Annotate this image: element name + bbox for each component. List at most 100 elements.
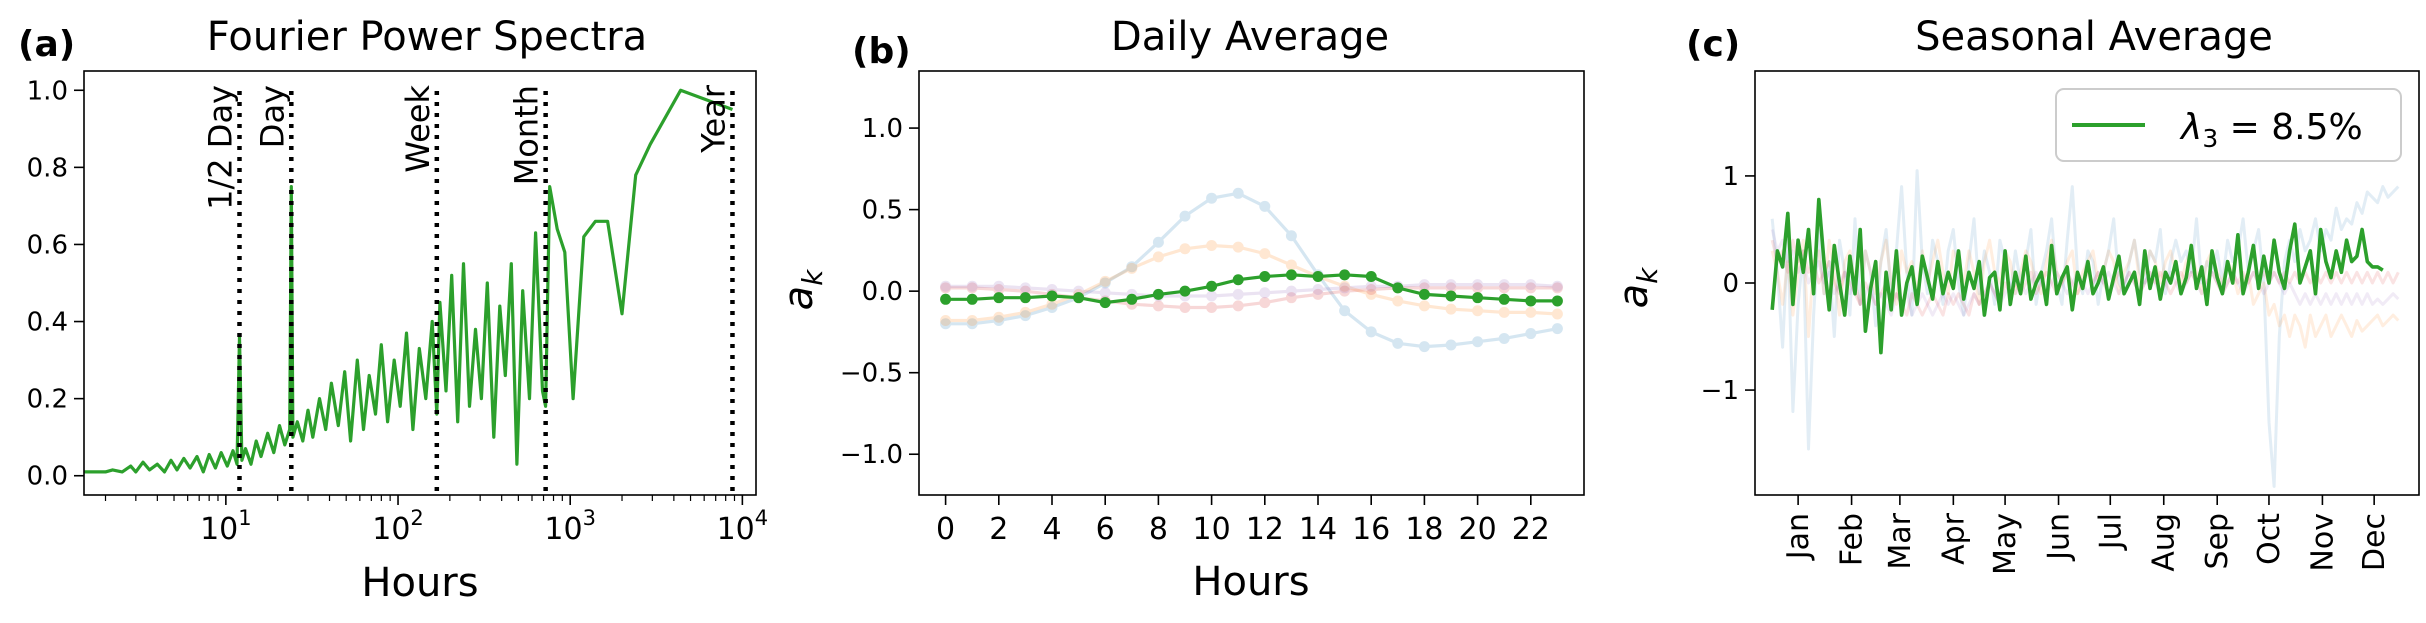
- daily-series-1: [940, 239, 1563, 327]
- daily-point-1-17: [1392, 295, 1404, 307]
- daily-point-4-3: [1019, 292, 1031, 304]
- daily-point-1-11: [1232, 241, 1244, 253]
- daily-point-4-13: [1285, 269, 1297, 281]
- daily-point-1-3: [1019, 306, 1031, 318]
- x-tick-label-2: 103: [544, 506, 596, 547]
- daily-point-4-1: [966, 293, 978, 305]
- daily-point-4-11: [1232, 274, 1244, 286]
- y-tick-label-5: 1.0: [27, 76, 68, 106]
- daily-point-0-3: [1019, 310, 1031, 322]
- daily-point-0-23: [1551, 323, 1563, 335]
- daily-point-2-14: [1312, 288, 1324, 300]
- y-tick-label-4: 1.0: [862, 114, 903, 144]
- x-tick-label-9: Oct: [2252, 513, 2287, 565]
- daily-point-4-6: [1099, 297, 1111, 309]
- panel-c-title: Seasonal Average: [1915, 14, 2273, 60]
- daily-point-1-1: [966, 315, 978, 327]
- panel-c-legend: λ3 = 8.5%: [2055, 88, 2402, 162]
- x-tick-label-3: 6: [1096, 512, 1115, 547]
- daily-point-1-0: [940, 315, 952, 327]
- x-tick-label-1: 102: [372, 506, 424, 547]
- y-tick-label-0: 0.0: [27, 462, 68, 492]
- daily-point-4-0: [940, 293, 952, 305]
- daily-point-3-19: [1445, 279, 1457, 291]
- daily-point-3-1: [966, 280, 978, 292]
- panel-a-xlabel: Hours: [361, 560, 478, 606]
- panel-a-title: Fourier Power Spectra: [207, 14, 647, 60]
- x-tick-label-0: 101: [200, 506, 252, 547]
- x-tick-label-11: Dec: [2357, 513, 2392, 571]
- daily-point-4-8: [1152, 288, 1164, 300]
- x-tick-label-8: 16: [1352, 512, 1390, 547]
- x-tick-label-7: 14: [1299, 512, 1337, 547]
- x-tick-label-10: Nov: [2305, 513, 2340, 572]
- daily-point-1-8: [1152, 251, 1164, 263]
- daily-point-0-18: [1418, 341, 1430, 353]
- x-tick-label-0: 0: [936, 512, 955, 547]
- daily-point-1-2: [993, 311, 1005, 323]
- daily-point-2-15: [1339, 285, 1351, 297]
- daily-point-4-21: [1498, 293, 1510, 305]
- daily-point-3-18: [1418, 279, 1430, 291]
- daily-point-3-20: [1472, 279, 1484, 291]
- daily-point-2-11: [1232, 300, 1244, 312]
- daily-point-0-6: [1099, 277, 1111, 289]
- x-tick-label-7: Aug: [2147, 513, 2182, 572]
- daily-point-2-8: [1152, 300, 1164, 312]
- daily-point-1-15: [1339, 280, 1351, 292]
- daily-point-2-12: [1259, 297, 1271, 309]
- panel-b-xlabel: Hours: [1192, 559, 1309, 605]
- daily-point-3-16: [1365, 280, 1377, 292]
- daily-point-4-19: [1445, 290, 1457, 302]
- daily-point-0-13: [1285, 230, 1297, 242]
- daily-line-0: [945, 191, 1558, 349]
- x-tick-label-5: 10: [1193, 512, 1231, 547]
- daily-point-3-14: [1312, 284, 1324, 296]
- x-tick-label-9: 18: [1405, 512, 1443, 547]
- daily-point-1-18: [1418, 300, 1430, 312]
- legend-label: λ3 = 8.5%: [2179, 107, 2363, 153]
- daily-point-1-19: [1445, 303, 1457, 315]
- daily-point-2-13: [1285, 292, 1297, 304]
- daily-point-4-2: [993, 292, 1005, 304]
- x-tick-label-3: Apr: [1936, 512, 1971, 565]
- y-tick-label-0: −1: [1701, 376, 1739, 406]
- daily-point-2-19: [1445, 282, 1457, 294]
- panel-b-title: Daily Average: [1111, 14, 1389, 60]
- daily-point-0-1: [966, 318, 978, 330]
- panel-c-label: (c): [1686, 24, 1740, 65]
- daily-point-2-16: [1365, 284, 1377, 296]
- x-tick-label-4: May: [1988, 513, 2023, 575]
- daily-point-3-6: [1099, 287, 1111, 299]
- daily-point-4-17: [1392, 282, 1404, 294]
- daily-point-0-19: [1445, 339, 1457, 351]
- panel-c: (c) Seasonal Average Jan Feb Mar Apr May Jun J…: [1611, 14, 2420, 575]
- daily-point-0-15: [1339, 305, 1351, 317]
- daily-point-0-17: [1392, 337, 1404, 349]
- legend-box: [2055, 88, 2402, 162]
- daily-point-0-20: [1472, 336, 1484, 348]
- daily-point-3-21: [1498, 279, 1510, 291]
- daily-point-2-21: [1498, 282, 1510, 294]
- daily-point-1-6: [1099, 275, 1111, 287]
- daily-point-3-3: [1019, 282, 1031, 294]
- x-tick-label-2: Mar: [1883, 512, 1918, 569]
- panel-b-label: (b): [852, 31, 911, 72]
- panel-b: (b) Daily Average 0 2 4 6 8 10 12 14 16 18 20 22 −1…: [776, 14, 1585, 605]
- x-tick-label-5: Jun: [2042, 513, 2077, 562]
- daily-point-1-23: [1551, 308, 1563, 320]
- panel-a-label: (a): [18, 24, 75, 65]
- daily-point-1-10: [1206, 239, 1218, 251]
- daily-point-1-16: [1365, 288, 1377, 300]
- daily-point-0-16: [1365, 326, 1377, 338]
- seasonal-line-4: [1770, 197, 2384, 355]
- y-tick-label-4: 0.8: [27, 153, 68, 183]
- daily-point-1-21: [1498, 306, 1510, 318]
- period-marker-label-2: Week: [399, 85, 437, 173]
- daily-point-2-20: [1472, 282, 1484, 294]
- daily-point-0-7: [1126, 261, 1138, 273]
- daily-point-3-23: [1551, 280, 1563, 292]
- period-marker-label-3: Month: [508, 85, 546, 185]
- daily-point-3-13: [1285, 285, 1297, 297]
